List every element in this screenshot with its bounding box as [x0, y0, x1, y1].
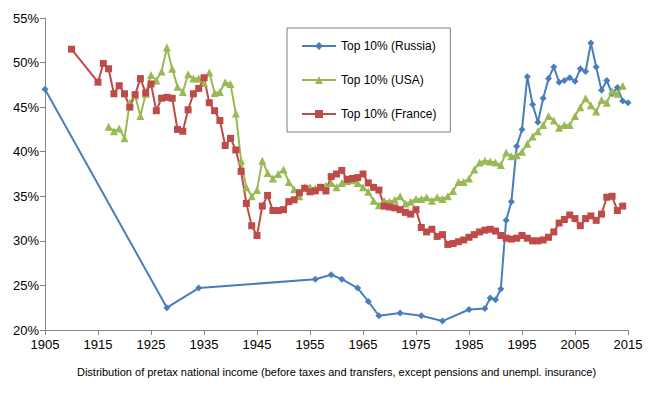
- svg-text:Distribution of pretax nationa: Distribution of pretax national income (…: [77, 366, 596, 378]
- svg-text:Top 10% (Russia): Top 10% (Russia): [341, 39, 436, 53]
- svg-text:50%: 50%: [13, 55, 39, 70]
- svg-text:1975: 1975: [402, 337, 431, 352]
- svg-text:1995: 1995: [508, 337, 537, 352]
- svg-text:20%: 20%: [13, 323, 39, 338]
- svg-text:55%: 55%: [13, 11, 39, 26]
- svg-text:25%: 25%: [13, 278, 39, 293]
- svg-text:2005: 2005: [561, 337, 590, 352]
- svg-text:Top 10% (USA): Top 10% (USA): [341, 73, 424, 87]
- svg-text:30%: 30%: [13, 233, 39, 248]
- svg-text:1915: 1915: [84, 337, 113, 352]
- svg-text:1905: 1905: [31, 337, 60, 352]
- svg-text:1925: 1925: [137, 337, 166, 352]
- svg-text:1945: 1945: [243, 337, 272, 352]
- svg-text:1935: 1935: [190, 337, 219, 352]
- svg-text:1955: 1955: [296, 337, 325, 352]
- svg-text:1965: 1965: [349, 337, 378, 352]
- svg-text:40%: 40%: [13, 144, 39, 159]
- svg-text:1985: 1985: [455, 337, 484, 352]
- svg-text:2015: 2015: [614, 337, 643, 352]
- svg-text:45%: 45%: [13, 100, 39, 115]
- svg-text:35%: 35%: [13, 189, 39, 204]
- svg-text:Top 10% (France): Top 10% (France): [341, 107, 436, 121]
